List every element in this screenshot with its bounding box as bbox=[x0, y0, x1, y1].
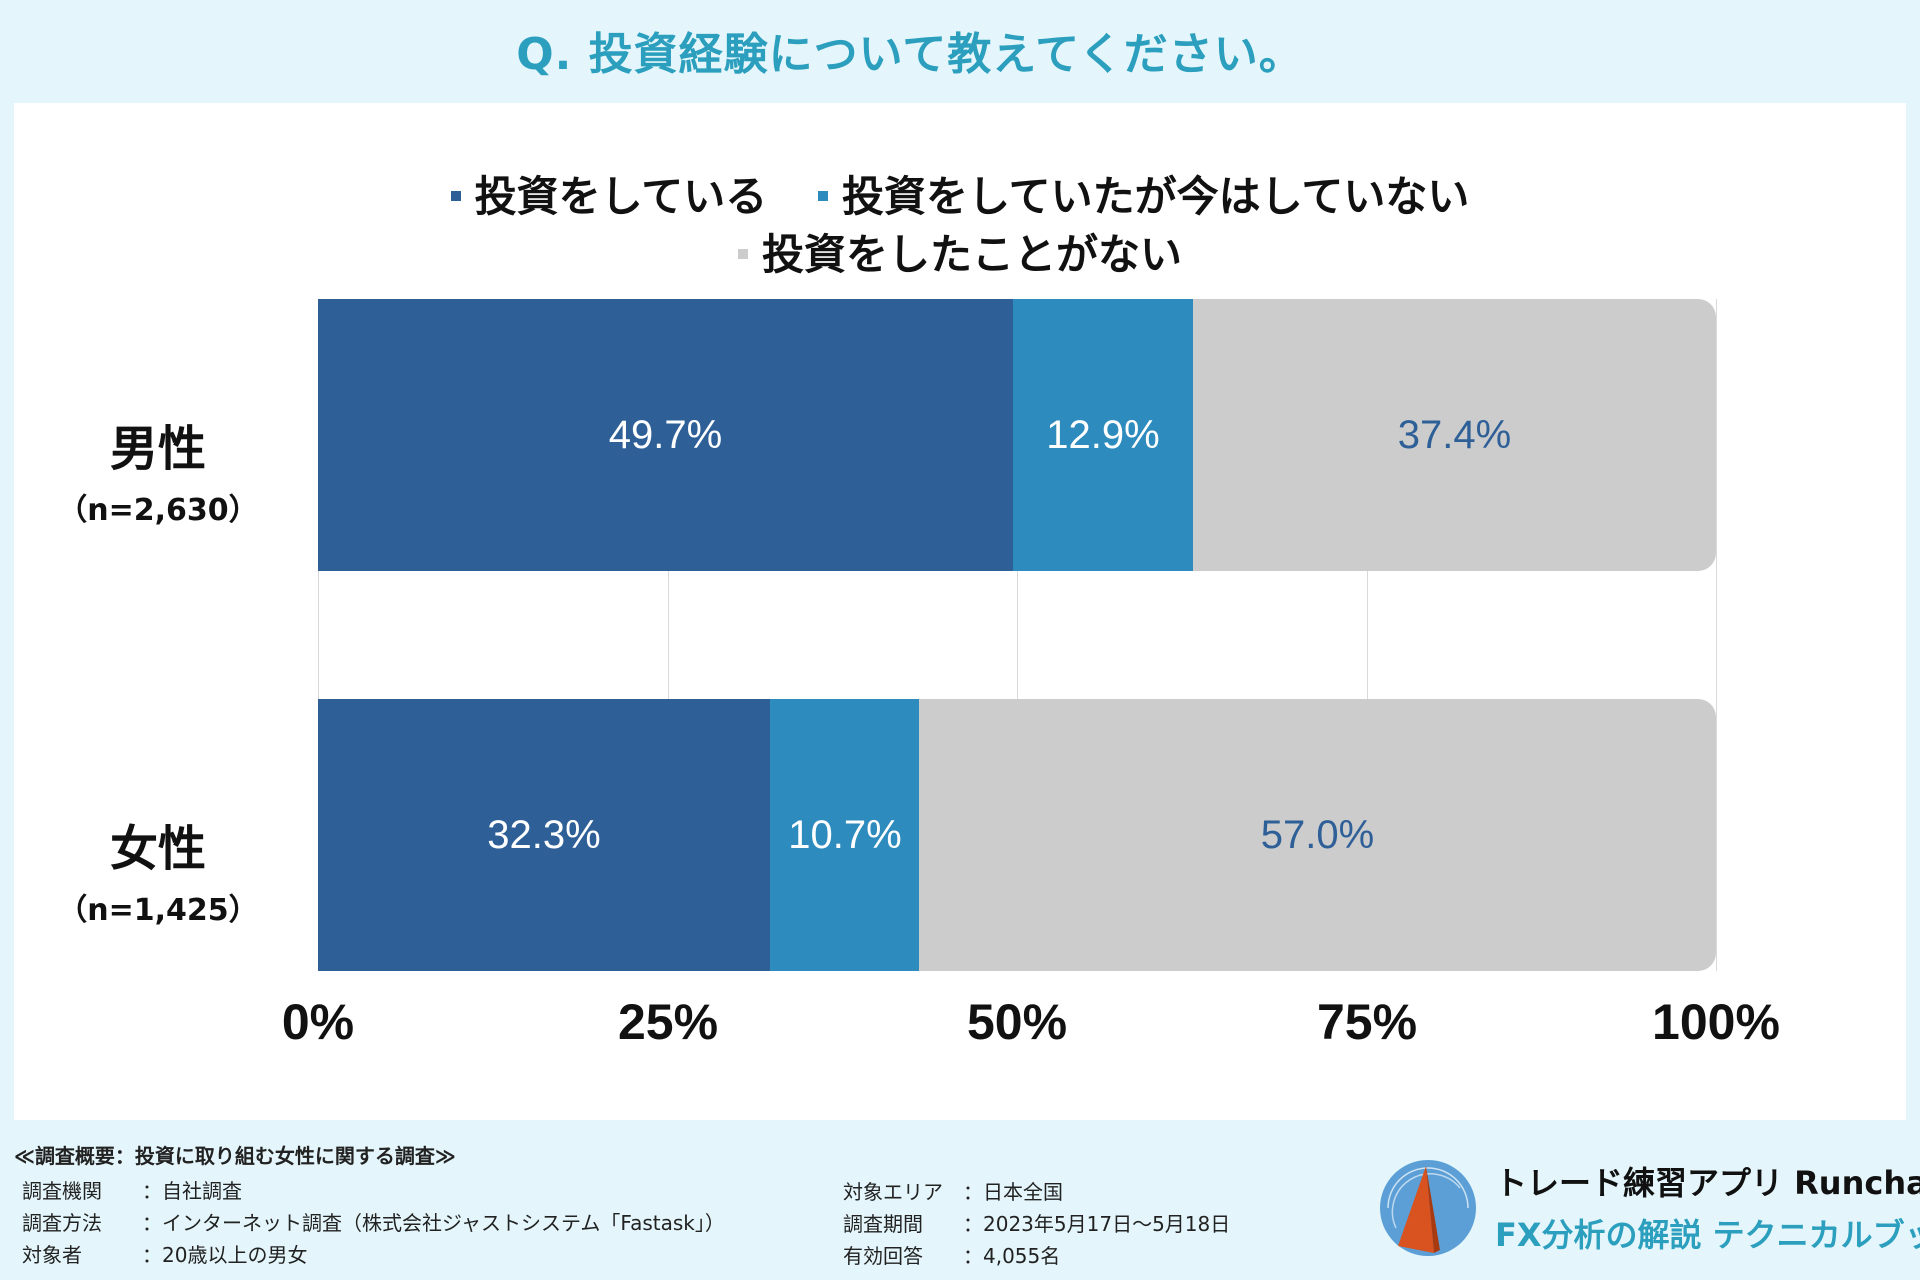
survey-row: 有効回答 ：4,055名 bbox=[843, 1240, 1230, 1272]
survey-heading: ≪調査概要：投資に取り組む女性に関する調査≫ bbox=[14, 1144, 456, 1168]
x-tick-label: 50% bbox=[966, 994, 1068, 1050]
bar-segment: 49.7% bbox=[318, 299, 1013, 571]
bar-segment: 57.0% bbox=[919, 699, 1716, 971]
survey-key: 対象エリア bbox=[843, 1180, 943, 1204]
legend-item-formerly-invested: 投資をしていたが今はしていない bbox=[817, 163, 1470, 224]
survey-row: 対象者 ：20歳以上の男女 bbox=[22, 1239, 725, 1271]
survey-summary-right: 対象エリア ：日本全国 調査期間 ：2023年5月17日〜5月18日 有効回答 ：4,… bbox=[843, 1176, 1230, 1272]
runcha-logo-icon bbox=[1380, 1160, 1476, 1256]
survey-key: 調査期間 bbox=[843, 1212, 923, 1236]
survey-key: 調査方法 bbox=[22, 1211, 102, 1235]
gridline bbox=[1017, 299, 1018, 971]
category-sample-size: （n=2,630） bbox=[57, 493, 259, 528]
legend-row-1: 投資をしている 投資をしていたが今はしていない bbox=[14, 163, 1906, 224]
data-label: 49.7% bbox=[608, 412, 723, 457]
legend-swatch-invested bbox=[450, 190, 461, 201]
gridline bbox=[1716, 299, 1717, 971]
legend-label-formerly-invested: 投資をしていたが今はしていない bbox=[841, 172, 1470, 221]
x-tick-label: 25% bbox=[617, 994, 719, 1050]
legend-swatch-never-invested bbox=[737, 248, 748, 259]
legend-label-invested: 投資をしている bbox=[474, 172, 768, 221]
survey-value: ：日本全国 bbox=[963, 1180, 1063, 1204]
x-tick-label: 75% bbox=[1316, 994, 1418, 1050]
category-label: 女性 （n=1,425） bbox=[28, 809, 288, 929]
x-tick-label: 0% bbox=[281, 994, 355, 1050]
category-name: 女性 bbox=[109, 821, 206, 877]
legend-item-never-invested: 投資をしたことがない bbox=[737, 221, 1182, 282]
brand-app-name: トレード練習アプリ Runcha bbox=[1495, 1164, 1920, 1202]
bar-segment: 10.7% bbox=[770, 699, 920, 971]
bar-segment: 12.9% bbox=[1013, 299, 1193, 571]
legend-item-invested: 投資をしている bbox=[450, 163, 768, 224]
data-label: 37.4% bbox=[1397, 412, 1512, 457]
category-label: 男性 （n=2,630） bbox=[28, 409, 288, 529]
survey-key: 対象者 bbox=[22, 1243, 82, 1267]
gridline bbox=[1367, 299, 1368, 971]
survey-key: 有効回答 bbox=[843, 1244, 923, 1268]
category-sample-size: （n=1,425） bbox=[57, 893, 259, 928]
gridline bbox=[318, 299, 319, 971]
survey-row: 調査機関 ：自社調査 bbox=[22, 1175, 725, 1207]
category-name: 男性 bbox=[109, 421, 206, 477]
chart-panel: 投資をしている 投資をしていたが今はしていない 投資をしたことがない 0% 25%… bbox=[14, 103, 1906, 1120]
survey-summary: ≪調査概要：投資に取り組む女性に関する調査≫ 調査機関 ：自社調査 調査方法 ：イン… bbox=[14, 1140, 725, 1271]
survey-value: ：20歳以上の男女 bbox=[142, 1243, 308, 1267]
gridline bbox=[668, 299, 669, 971]
brand-subtitle: FX分析の解説 テクニカルブック bbox=[1495, 1216, 1920, 1254]
survey-value: ：4,055名 bbox=[963, 1244, 1061, 1268]
legend-swatch-formerly-invested bbox=[817, 190, 828, 201]
data-label: 32.3% bbox=[487, 812, 601, 857]
survey-value: ：インターネット調査（株式会社ジャストシステム「Fastask」） bbox=[142, 1211, 725, 1235]
page-title: Q. 投資経験について教えてください。 bbox=[516, 29, 1304, 80]
data-label: 10.7% bbox=[788, 812, 902, 857]
survey-value: ：自社調査 bbox=[142, 1179, 242, 1203]
survey-row: 対象エリア ：日本全国 bbox=[843, 1176, 1230, 1208]
data-label: 12.9% bbox=[1046, 412, 1160, 457]
survey-row: 調査方法 ：インターネット調査（株式会社ジャストシステム「Fastask」） bbox=[22, 1207, 725, 1239]
data-label: 57.0% bbox=[1260, 812, 1375, 857]
survey-key: 調査機関 bbox=[22, 1179, 102, 1203]
x-tick-label: 100% bbox=[1652, 994, 1780, 1050]
bar-segment: 32.3% bbox=[318, 699, 770, 971]
legend-row-2: 投資をしたことがない bbox=[14, 221, 1906, 282]
survey-value: ：2023年5月17日〜5月18日 bbox=[963, 1212, 1231, 1236]
bar-segment: 37.4% bbox=[1193, 299, 1716, 571]
legend-label-never-invested: 投資をしたことがない bbox=[761, 230, 1182, 279]
survey-row: 調査期間 ：2023年5月17日〜5月18日 bbox=[843, 1208, 1230, 1240]
